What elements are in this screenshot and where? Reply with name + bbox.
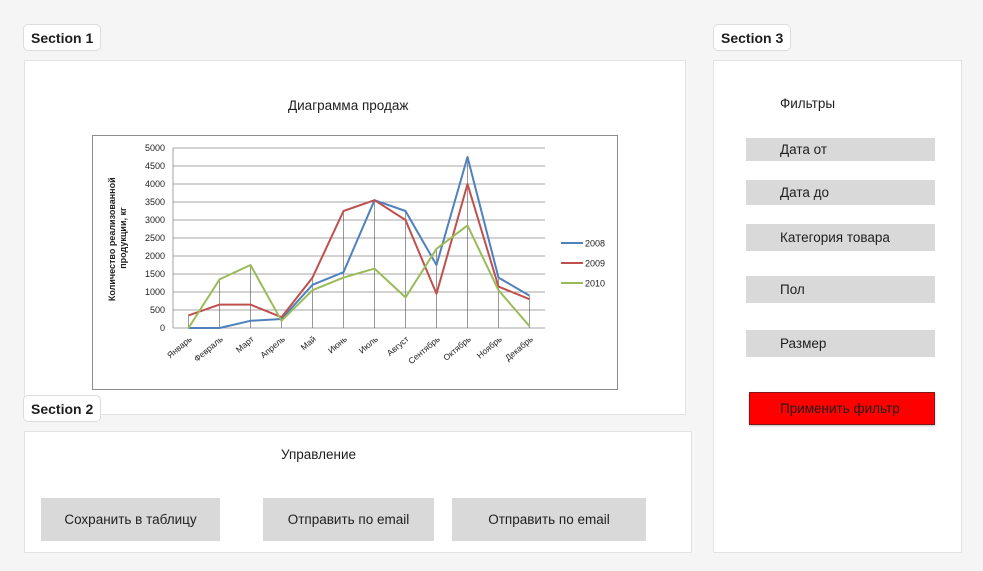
- chart-y-tick-label: 1000: [145, 287, 165, 297]
- chart-y-tick-label: 0: [160, 323, 165, 333]
- chart-series-line-2009: [188, 183, 530, 319]
- chart-x-tick-label: Январь: [165, 334, 194, 361]
- chart-x-tick-label: Сентябрь: [406, 334, 442, 367]
- send-email-button-2[interactable]: Отправить по email: [452, 498, 646, 541]
- chart-y-tick-label: 3500: [145, 197, 165, 207]
- filter-date-from[interactable]: Дата от: [746, 138, 935, 161]
- filter-product-category[interactable]: Категория товара: [746, 224, 935, 251]
- chart-legend-label: 2008: [585, 239, 605, 249]
- chart-series-line-2010: [187, 224, 531, 329]
- filters-panel-title: Фильтры: [780, 96, 836, 111]
- control-panel-title: Управление: [281, 447, 357, 462]
- chart-y-tick-label: 500: [150, 305, 165, 315]
- section-2-tag: Section 2: [23, 395, 102, 422]
- chart-panel-title: Диаграмма продаж: [288, 98, 409, 113]
- chart-y-tick-label: 4000: [145, 179, 165, 189]
- filters-panel: [713, 60, 962, 553]
- chart-y-tick-label: 4500: [145, 161, 165, 171]
- chart-x-tick-label: Апрель: [258, 334, 287, 361]
- chart-x-tick-label: Ноябрь: [475, 334, 504, 361]
- chart-y-tick-label: 2000: [145, 251, 165, 261]
- chart-x-tick-label: Август: [385, 334, 411, 358]
- chart-series-line-2008: [188, 156, 531, 329]
- save-to-table-button[interactable]: Сохранить в таблицу: [41, 498, 220, 541]
- chart-x-tick-label: Октябрь: [441, 334, 473, 363]
- chart-y-axis-label: Количество реализованной продукции, кг: [107, 175, 128, 301]
- chart-y-tick-label: 1500: [145, 269, 165, 279]
- chart-x-tick-label: Июнь: [326, 334, 349, 356]
- chart-x-tick-label: Июль: [357, 334, 380, 356]
- filter-size[interactable]: Размер: [746, 330, 935, 357]
- chart-y-tick-label: 5000: [145, 143, 165, 153]
- section-3-tag: Section 3: [713, 24, 792, 51]
- chart-legend-label: 2009: [585, 259, 605, 269]
- send-email-button-1[interactable]: Отправить по email: [263, 498, 434, 541]
- apply-filter-button[interactable]: Применить фильтр: [749, 392, 935, 425]
- chart-y-tick-label: 2500: [145, 233, 165, 243]
- section-1-tag: Section 1: [23, 24, 102, 51]
- chart-x-tick-label: Декабрь: [503, 334, 535, 363]
- filter-date-to[interactable]: Дата до: [746, 180, 935, 205]
- sales-chart: 0 500 1000 1500 2000 2500 3000 3500 4000 4500 5000…: [92, 135, 618, 390]
- chart-y-tick-label: 3000: [145, 215, 165, 225]
- filter-gender[interactable]: Пол: [746, 276, 935, 303]
- chart-legend-label: 2010: [585, 279, 605, 289]
- chart-x-tick-label: Февраль: [192, 334, 225, 364]
- sales-chart-svg: 0 500 1000 1500 2000 2500 3000 3500 4000 4500 5000…: [107, 143, 605, 367]
- chart-x-tick-label: Май: [299, 334, 318, 353]
- chart-x-tick-label: Март: [234, 334, 256, 355]
